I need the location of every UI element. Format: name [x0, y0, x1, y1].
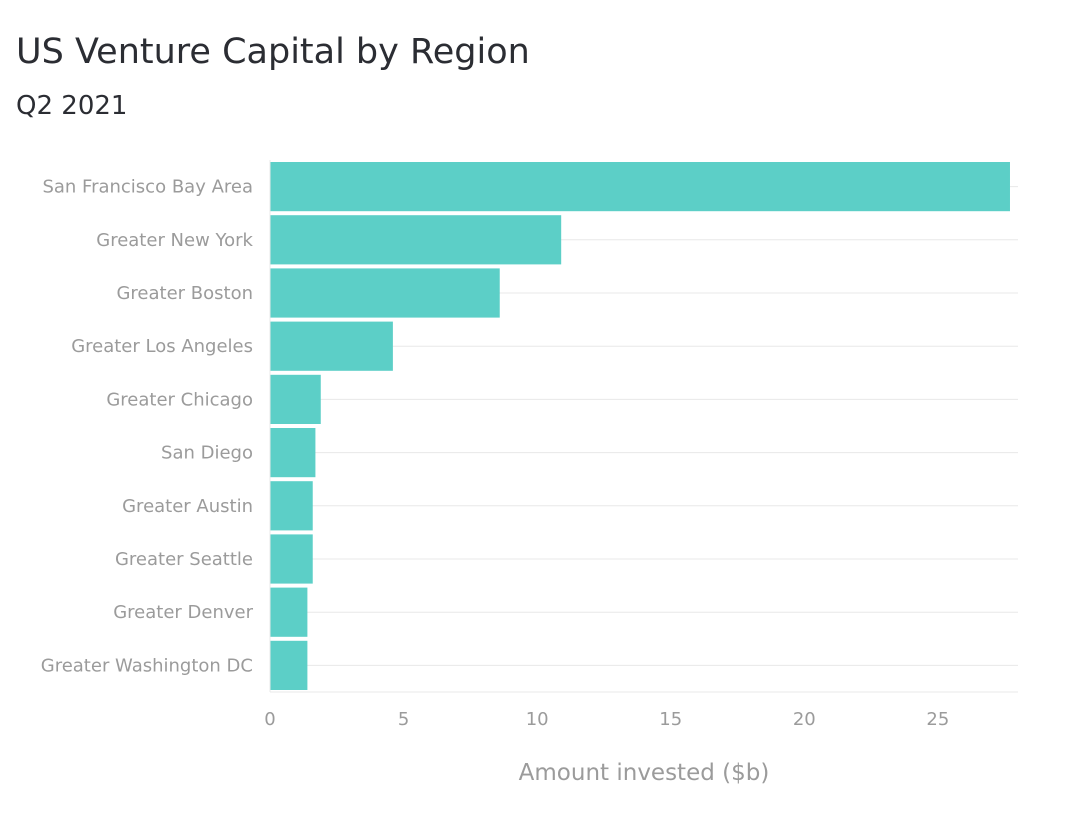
- category-label: Greater Seattle: [115, 549, 253, 570]
- category-label: Greater Chicago: [106, 389, 253, 410]
- category-label: Greater New York: [96, 230, 253, 251]
- category-label: San Francisco Bay Area: [42, 177, 253, 198]
- category-label: Greater Denver: [113, 602, 253, 623]
- bars: [270, 162, 1010, 690]
- bar: [270, 587, 308, 637]
- category-label: Greater Los Angeles: [71, 336, 253, 357]
- category-label: Greater Austin: [122, 496, 253, 517]
- x-axis-title: Amount invested ($b): [519, 760, 770, 786]
- x-tick-label: 10: [526, 709, 549, 730]
- category-labels: San Francisco Bay Area Greater New York Gr…: [41, 177, 254, 677]
- chart-subtitle: Q2 2021: [16, 91, 128, 121]
- x-tick-label: 20: [793, 709, 816, 730]
- bar: [270, 374, 321, 424]
- gridlines: [270, 186, 1018, 666]
- category-label: Greater Washington DC: [41, 655, 253, 676]
- x-tick-label: 0: [264, 709, 275, 730]
- bar: [270, 162, 1010, 212]
- bar: [270, 534, 313, 584]
- chart-title: US Venture Capital by Region: [16, 32, 530, 72]
- x-tick-label: 5: [398, 709, 409, 730]
- bar: [270, 640, 308, 690]
- bar: [270, 268, 500, 318]
- x-tick-labels: 0 5 10 15 20 25: [264, 709, 949, 730]
- axes: [269, 160, 1018, 693]
- category-label: Greater Boston: [116, 283, 253, 304]
- category-label: San Diego: [161, 443, 253, 464]
- bar: [270, 481, 313, 531]
- bar: [270, 215, 562, 265]
- x-tick-label: 25: [926, 709, 949, 730]
- x-tick-label: 15: [659, 709, 682, 730]
- bar: [270, 428, 316, 478]
- bar: [270, 321, 393, 371]
